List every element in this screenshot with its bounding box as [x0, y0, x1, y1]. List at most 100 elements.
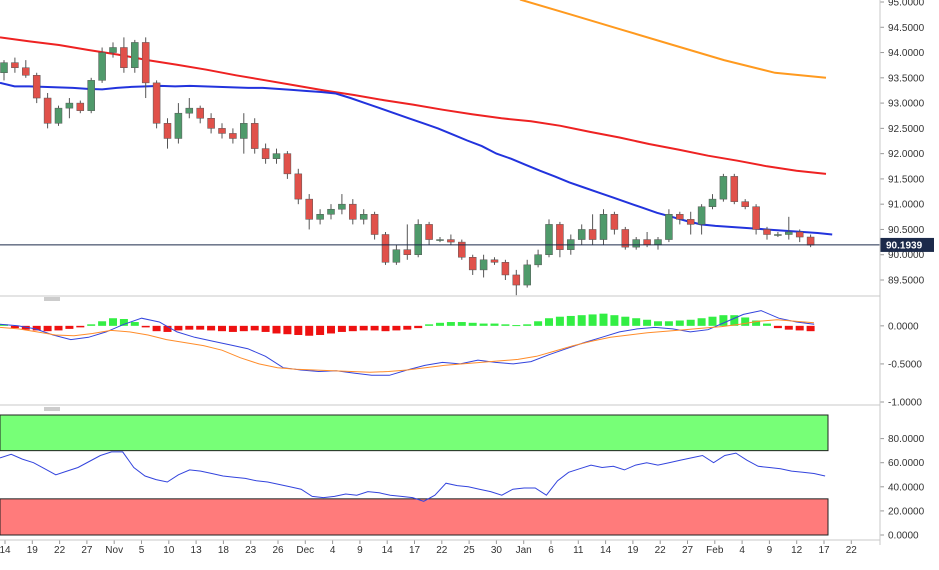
macd-histogram-bar	[577, 315, 586, 326]
candle-body	[676, 214, 684, 220]
candle-body	[414, 224, 422, 255]
candle-body	[763, 229, 771, 235]
macd-histogram-bar	[10, 325, 19, 329]
candle	[795, 229, 804, 243]
candle-body	[11, 62, 19, 68]
price-ytick-label: 90.0000	[888, 250, 925, 261]
candle	[196, 105, 204, 124]
x-tick-label: 17	[818, 545, 830, 556]
x-tick-label: 19	[27, 545, 39, 556]
candle-body	[98, 52, 106, 81]
candle-body	[708, 198, 717, 207]
candle-body	[752, 206, 760, 230]
macd-histogram-bar	[512, 325, 521, 327]
candle	[697, 204, 706, 235]
macd-histogram-bar	[337, 325, 346, 332]
macd-histogram-bar	[479, 323, 488, 326]
candle-body	[163, 123, 172, 139]
x-tick-label: 23	[245, 545, 257, 556]
candle-body	[294, 173, 303, 200]
macd-histogram-bar	[545, 318, 553, 326]
candle	[240, 113, 248, 154]
price-ytick-label: 94.5000	[888, 23, 925, 34]
macd-histogram-bar	[327, 325, 335, 334]
macd-histogram-bar	[654, 321, 662, 326]
candle-body	[141, 42, 150, 84]
candle	[632, 237, 640, 250]
macd-histogram-bar	[501, 324, 510, 326]
macd-panel-grip[interactable]	[44, 297, 60, 301]
x-tick-label: Feb	[706, 545, 724, 556]
candle	[98, 47, 106, 83]
x-tick-label: 27	[81, 545, 93, 556]
price-ytick-label: 93.5000	[888, 73, 925, 84]
candle	[468, 254, 477, 275]
candle	[359, 209, 368, 225]
candle-body	[610, 214, 619, 230]
candle-body	[501, 262, 510, 276]
candle	[152, 80, 161, 129]
candle-body	[730, 176, 739, 202]
macd-histogram-bar	[348, 325, 357, 332]
macd-histogram-bar	[87, 324, 96, 326]
candle	[403, 224, 412, 260]
price-ytick-label: 90.5000	[888, 225, 925, 236]
candle	[577, 224, 586, 245]
macd-histogram-bar	[381, 325, 390, 332]
price-ytick-label: 94.0000	[888, 48, 925, 59]
price-ytick-label: 93.0000	[888, 99, 925, 110]
candle-body	[621, 229, 630, 248]
macd-histogram-bar	[130, 322, 139, 326]
candle	[588, 214, 597, 245]
macd-ytick-label: -1.0000	[888, 398, 922, 409]
candle-body	[392, 249, 401, 263]
candle	[501, 259, 510, 280]
macd-histogram-bar	[359, 325, 368, 331]
macd-histogram-bar	[152, 325, 161, 332]
candle-body	[632, 239, 640, 248]
rsi-ytick-label: 0.0000	[888, 531, 919, 542]
candle-body	[54, 107, 63, 124]
candle	[250, 118, 259, 154]
candle-body	[774, 234, 782, 236]
x-tick-label: 5	[139, 545, 145, 556]
candle-body	[185, 107, 194, 114]
candle	[599, 209, 608, 245]
macd-histogram-bar	[370, 325, 379, 331]
candle	[523, 259, 531, 288]
candle-body	[338, 203, 346, 210]
rsi-panel-grip[interactable]	[44, 407, 60, 411]
x-tick-label: 11	[573, 545, 584, 556]
candle-body	[785, 231, 793, 235]
candle	[392, 244, 401, 265]
macd-ytick-label: 0.0000	[888, 321, 919, 332]
candle-body	[588, 229, 597, 240]
candle-body	[741, 201, 749, 207]
x-tick-label: Nov	[105, 545, 123, 556]
candle-body	[76, 102, 85, 111]
macd-histogram-bar	[773, 325, 782, 329]
candle	[479, 254, 488, 278]
x-tick-label: Dec	[296, 545, 314, 556]
macd-histogram-bar	[163, 325, 172, 332]
candle	[109, 42, 117, 58]
macd-histogram-bar	[21, 325, 30, 330]
candle	[174, 103, 183, 144]
macd-histogram-bar	[98, 321, 107, 326]
macd-histogram-bar	[588, 314, 597, 326]
candle-body	[545, 224, 553, 255]
candle	[32, 72, 41, 104]
candle	[708, 194, 717, 210]
candle-body	[686, 219, 695, 225]
macd-histogram-bar	[174, 325, 183, 331]
macd-histogram-bar	[54, 325, 63, 331]
candle	[272, 148, 281, 164]
candle	[774, 231, 782, 238]
price-ytick-label: 92.0000	[888, 149, 925, 160]
rsi-line	[0, 451, 826, 502]
macd-histogram-bar	[468, 322, 477, 326]
candle-body	[468, 257, 477, 271]
x-tick-label: 22	[655, 545, 667, 556]
x-tick-label: Jan	[516, 545, 532, 556]
